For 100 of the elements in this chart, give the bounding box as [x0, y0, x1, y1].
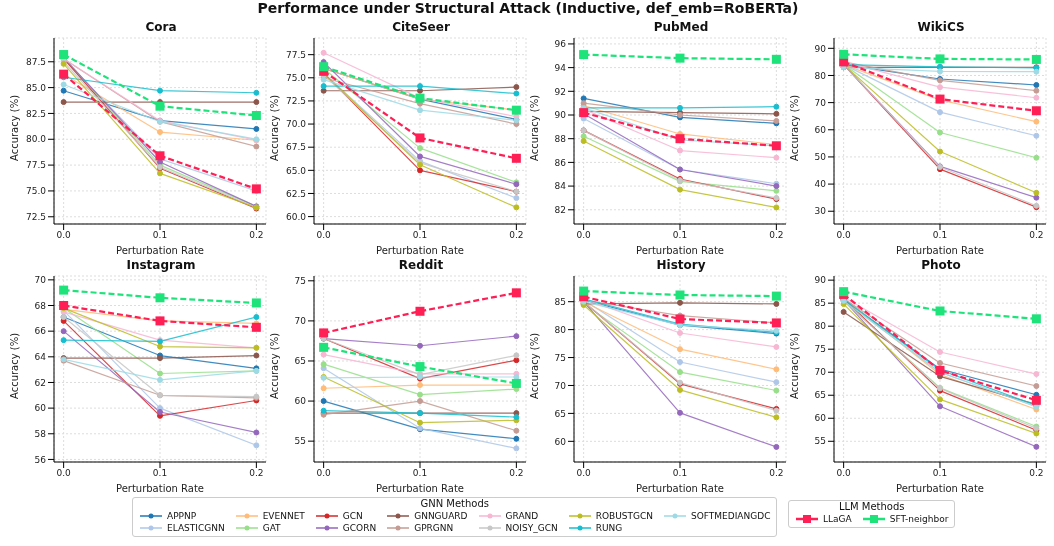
y-tick-label: 96: [554, 39, 567, 50]
y-tick-label: 72.5: [285, 96, 306, 107]
chart-title: Reddit: [397, 258, 445, 272]
y-tick-label: 30: [814, 206, 827, 217]
y-tick-label: 64: [34, 352, 47, 363]
legend-label: SOFTMEDIANGDC: [690, 510, 771, 522]
legend-label: EVENNET: [261, 510, 305, 522]
y-tick-label: 94: [554, 62, 567, 73]
x-tick-label: 0.2: [509, 468, 524, 479]
y-axis-title: Accuracy (%): [788, 332, 800, 399]
x-axis-title: Perturbation Rate: [375, 245, 465, 256]
chart-title: Instagram: [125, 258, 197, 272]
y-tick-label: 85: [814, 298, 826, 309]
y-tick-label: 60.0: [285, 211, 307, 222]
y-tick-label: 90: [814, 275, 827, 286]
y-tick-label: 72.5: [25, 211, 46, 222]
y-tick-label: 60: [294, 396, 307, 407]
x-tick-label: 0.1: [152, 230, 168, 241]
x-axis-title: Perturbation Rate: [895, 245, 985, 256]
y-tick-label: 82: [554, 204, 566, 215]
y-tick-label: 68: [34, 300, 47, 311]
y-tick-label: 67.5: [285, 142, 306, 153]
y-tick-label: 70: [814, 97, 827, 108]
x-tick-label: 0.2: [249, 230, 264, 241]
y-tick-label: 75: [554, 352, 566, 363]
legend-label: GAT: [261, 522, 282, 534]
chart-title: PubMed: [652, 20, 710, 34]
y-tick-label: 88: [554, 133, 567, 144]
legend-label: LLaGA: [822, 513, 852, 525]
legend-label: APPNP: [166, 510, 198, 522]
x-tick-label: 0.2: [1029, 468, 1044, 479]
y-axis-title: Accuracy (%): [8, 332, 20, 399]
y-tick-label: 90: [814, 43, 827, 54]
y-tick-label: 60: [554, 436, 567, 447]
legend-label: GCN: [341, 510, 364, 522]
y-tick-label: 70: [554, 380, 567, 391]
y-tick-label: 60: [34, 403, 47, 414]
y-tick-label: 55: [294, 436, 306, 447]
x-axis-title: Perturbation Rate: [115, 483, 205, 494]
y-tick-label: 60: [814, 124, 827, 135]
x-tick-label: 0.2: [769, 230, 784, 241]
y-tick-label: 77.5: [285, 49, 306, 60]
legend-label: ROBUSTGCN: [594, 510, 653, 522]
y-tick-label: 58: [34, 428, 47, 439]
chart-title: Cora: [144, 20, 178, 34]
chart-title: Photo: [920, 258, 962, 272]
x-tick-label: 0.1: [412, 468, 428, 479]
y-axis-title: Accuracy (%): [268, 332, 280, 399]
legend-title: GNN Methods: [419, 498, 490, 510]
y-tick-label: 70: [34, 275, 47, 286]
y-tick-label: 70.0: [285, 119, 307, 130]
y-axis-title: Accuracy (%): [8, 94, 20, 161]
x-tick-label: 0.1: [932, 468, 948, 479]
x-tick-label: 0.0: [576, 230, 592, 241]
legend-label: GCORN: [341, 522, 377, 534]
y-tick-label: 40: [814, 179, 827, 190]
y-tick-label: 77.5: [25, 160, 46, 171]
x-axis-title: Perturbation Rate: [635, 245, 725, 256]
x-tick-label: 0.1: [672, 230, 688, 241]
y-tick-label: 75: [814, 344, 826, 355]
x-tick-label: 0.0: [836, 230, 852, 241]
x-tick-label: 0.0: [56, 230, 72, 241]
y-tick-label: 85.0: [25, 82, 47, 93]
chart-title: CiteSeer: [391, 20, 451, 34]
y-tick-label: 62.5: [285, 188, 306, 199]
legend-label: GPRGNN: [413, 522, 455, 534]
y-tick-label: 85: [554, 296, 566, 307]
x-axis-title: Perturbation Rate: [115, 245, 205, 256]
x-tick-label: 0.1: [412, 230, 428, 241]
legend-label: SFT-neighbor: [888, 513, 949, 525]
y-tick-label: 60: [814, 413, 827, 424]
y-tick-label: 84: [554, 181, 567, 192]
x-tick-label: 0.1: [932, 230, 948, 241]
y-tick-label: 80: [814, 321, 827, 332]
x-tick-label: 0.1: [672, 468, 688, 479]
x-tick-label: 0.2: [509, 230, 524, 241]
x-tick-label: 0.0: [316, 468, 332, 479]
x-tick-label: 0.0: [836, 468, 852, 479]
chart-title: WikiCS: [916, 20, 966, 34]
y-tick-label: 65: [294, 356, 306, 367]
y-tick-label: 82.5: [25, 108, 46, 119]
legend-label: GNNGUARD: [413, 510, 468, 522]
x-tick-label: 0.2: [769, 468, 784, 479]
y-tick-label: 70: [294, 316, 307, 327]
y-tick-label: 92: [554, 86, 566, 97]
y-tick-label: 65: [554, 408, 566, 419]
legend-label: NOISY_GCN: [504, 522, 558, 534]
y-tick-label: 65: [814, 390, 826, 401]
y-tick-label: 55: [814, 436, 826, 447]
x-tick-label: 0.0: [316, 230, 332, 241]
y-axis-title: Accuracy (%): [528, 94, 540, 161]
y-tick-label: 86: [554, 157, 567, 168]
text: LLM Methods: [837, 501, 906, 513]
y-tick-label: 87.5: [25, 56, 46, 67]
y-tick-label: 56: [34, 454, 47, 465]
legend-label: GRAND: [504, 510, 540, 522]
x-tick-label: 0.0: [56, 468, 72, 479]
x-axis-title: Perturbation Rate: [635, 483, 725, 494]
y-tick-label: 66: [34, 326, 47, 337]
y-tick-label: 80: [814, 70, 827, 81]
